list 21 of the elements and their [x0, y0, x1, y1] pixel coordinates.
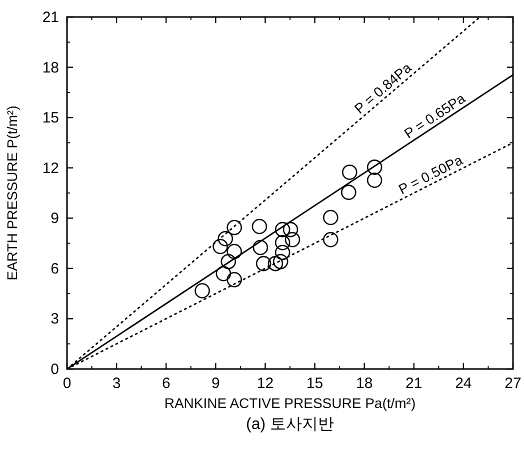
- y-tick-label: 21: [42, 9, 59, 26]
- y-tick-label: 18: [42, 59, 59, 76]
- x-tick-label: 0: [62, 375, 72, 392]
- x-tick-label: 3: [112, 375, 121, 392]
- y-tick-label: 0: [50, 361, 59, 378]
- x-tick-label: 9: [211, 375, 220, 392]
- x-tick-label: 15: [306, 375, 324, 392]
- y-axis-title: EARTH PRESSURE P(t/m²): [4, 106, 20, 280]
- x-tick-label: 12: [256, 375, 274, 392]
- y-tick-label: 12: [42, 160, 59, 177]
- y-tick-label: 3: [50, 310, 59, 328]
- x-axis-title: RANKINE ACTIVE PRESSURE Pa(t/m²): [164, 395, 416, 411]
- y-tick-label: 6: [50, 260, 59, 278]
- x-tick-label: 6: [162, 375, 170, 392]
- x-tick-label: 21: [406, 375, 422, 392]
- x-tick-label: 27: [504, 375, 522, 392]
- x-tick-label: 24: [455, 375, 472, 392]
- y-tick-label: 9: [50, 210, 59, 228]
- y-tick-label: 15: [42, 110, 59, 127]
- x-tick-label: 18: [356, 375, 373, 392]
- text: (a) 토사지반: [246, 416, 334, 433]
